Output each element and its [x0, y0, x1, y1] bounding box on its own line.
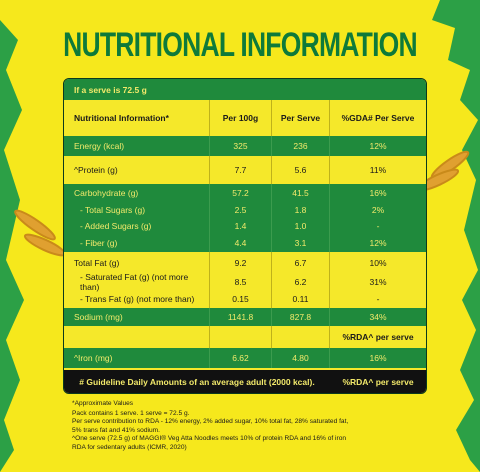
table-cell: - Fiber (g) — [64, 234, 210, 252]
header-row: Nutritional Information* Per 100g Per Serv… — [64, 100, 426, 136]
table-cell: 4.80 — [272, 348, 330, 368]
notes: *Approximate Values Pack contains 1 serve… — [72, 400, 348, 452]
table-cell: - Trans Fat (g) (not more than) — [64, 290, 210, 308]
nutrition-table: If a serve is 72.5 g Nutritional Informat… — [63, 78, 427, 394]
table-cell: - Added Sugars (g) — [64, 218, 210, 234]
table-row: - Fiber (g) 4.4 3.1 12% — [64, 234, 426, 252]
rda-header-row: %RDA^ per serve — [64, 326, 426, 348]
table-row: ^Iron (mg) 6.62 4.80 16% — [64, 348, 426, 368]
table-row: ^Protein (g) 7.7 5.6 11% — [64, 156, 426, 184]
note-line: 5% trans fat and 41% sodium. — [72, 426, 160, 434]
blank-cell — [64, 326, 210, 348]
table-cell: 7.7 — [210, 156, 272, 184]
table-cell: ^Iron (mg) — [64, 348, 210, 368]
table-cell: 1141.8 — [210, 308, 272, 326]
table-row: Energy (kcal) 325 236 12% — [64, 136, 426, 156]
table-row: - Added Sugars (g) 1.4 1.0 - — [64, 218, 426, 234]
table-cell: 12% — [369, 141, 387, 151]
footer-rda: %RDA^ per serve — [342, 376, 414, 387]
header-cell: Per Serve — [272, 100, 330, 136]
rda-header: %RDA^ per serve — [342, 332, 414, 342]
table-cell: 0.11 — [272, 290, 330, 308]
table-cell: - — [376, 294, 380, 304]
table-cell: Total Fat (g) — [64, 252, 210, 274]
table-row: - Total Sugars (g) 2.5 1.8 2% — [64, 202, 426, 218]
blank-cell — [272, 326, 330, 348]
table-cell: 0.15 — [210, 290, 272, 308]
serve-row: If a serve is 72.5 g — [64, 79, 426, 100]
table-cell: - Total Sugars (g) — [64, 202, 210, 218]
header-cell: %GDA# Per Serve — [341, 113, 415, 123]
header-cell: Nutritional Information* — [64, 100, 210, 136]
footer-note: # Guideline Daily Amounts of an average … — [79, 376, 315, 387]
table-cell: 41.5 — [272, 184, 330, 202]
table-row: - Trans Fat (g) (not more than) 0.15 0.11 - — [64, 290, 426, 308]
table-cell: Sodium (mg) — [64, 308, 210, 326]
table-cell: 6.62 — [210, 348, 272, 368]
table-cell: 325 — [210, 136, 272, 156]
table-cell: 5.6 — [272, 156, 330, 184]
table-cell: 4.4 — [210, 234, 272, 252]
table-cell: 2% — [371, 205, 385, 215]
table-cell: 34% — [369, 312, 387, 322]
table-cell: 6.2 — [272, 274, 330, 290]
table-cell: 8.5 — [210, 274, 272, 290]
table-row: Sodium (mg) 1141.8 827.8 34% — [64, 308, 426, 326]
note-line: ^One serve (72.5 g) of MAGGI® Veg Atta N… — [72, 435, 347, 442]
header-cell: Per 100g — [210, 100, 272, 136]
note-line: Per serve contribution to RDA - 12% ener… — [72, 418, 349, 425]
note-line: *Approximate Values — [72, 400, 134, 407]
table-row: - Saturated Fat (g) (not more than) 8.5 6.… — [64, 272, 426, 292]
table-cell: Energy (kcal) — [64, 136, 210, 156]
table-cell: - — [376, 221, 380, 231]
table-cell: 1.0 — [272, 218, 330, 234]
table-cell: 9.2 — [210, 252, 272, 274]
serve-text: If a serve is 72.5 g — [74, 84, 147, 95]
table-cell: 11% — [369, 165, 387, 175]
note-line: RDA for sedentary adults (ICMR, 2020) — [72, 443, 187, 451]
table-cell: - Saturated Fat (g) (not more than) — [64, 272, 210, 292]
table-row: Carbohydrate (g) 57.2 41.5 16% — [64, 184, 426, 202]
table-cell: 16% — [369, 188, 387, 198]
table-cell: 57.2 — [210, 184, 272, 202]
table-cell: 1.4 — [210, 218, 272, 234]
table-row: Total Fat (g) 9.2 6.7 10% — [64, 252, 426, 274]
table-cell: 10% — [369, 258, 387, 268]
table-cell: 12% — [369, 238, 387, 248]
table-cell: 6.7 — [272, 252, 330, 274]
table-cell: 3.1 — [272, 234, 330, 252]
table-cell: 1.8 — [272, 202, 330, 218]
footer-row: # Guideline Daily Amounts of an average … — [64, 370, 426, 393]
table-cell: ^Protein (g) — [64, 156, 210, 184]
blank-cell — [210, 326, 272, 348]
table-cell: 31% — [369, 277, 387, 287]
table-cell: 236 — [272, 136, 330, 156]
table-cell: 827.8 — [272, 308, 330, 326]
table-cell: Carbohydrate (g) — [64, 184, 210, 202]
note-line: Pack contains 1 serve. 1 serve = 72.5 g. — [72, 409, 190, 417]
table-cell: 16% — [369, 353, 387, 363]
title: NUTRITIONAL INFORMATION — [63, 26, 418, 64]
table-cell: 2.5 — [210, 202, 272, 218]
